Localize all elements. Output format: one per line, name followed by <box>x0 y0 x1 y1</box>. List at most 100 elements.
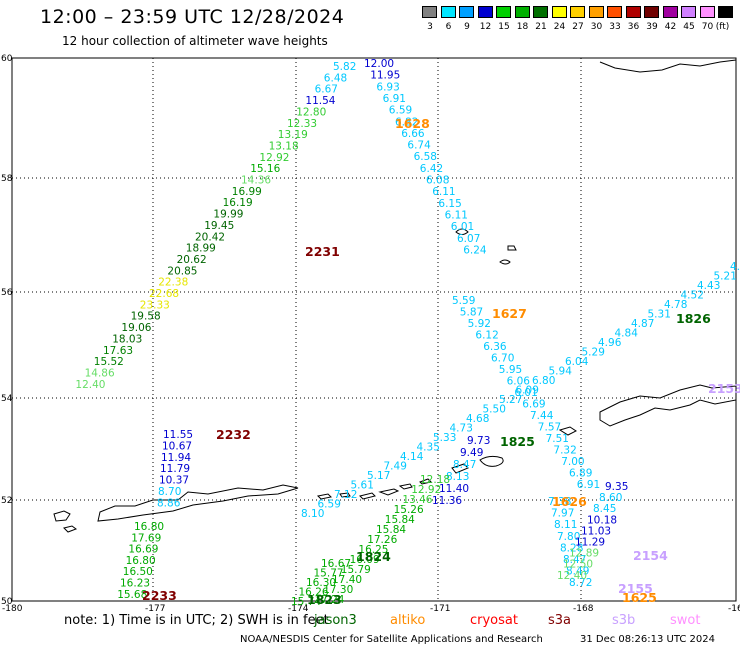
wave-height-label: 5.27 <box>499 394 522 406</box>
wave-height-label: 8.72 <box>569 577 592 589</box>
footer: NOAA/NESDIS Center for Satellite Applica… <box>240 634 715 645</box>
wave-height-label: 8.47 <box>453 459 476 471</box>
pass-time-label: 2232 <box>216 427 251 442</box>
pass-time-label: 1824 <box>356 549 391 564</box>
island-pribilof-3 <box>507 245 517 251</box>
legend-swatch <box>459 6 474 18</box>
wave-height-label: 18.03 <box>112 333 142 345</box>
wave-height-label: 4.52 <box>681 290 704 302</box>
page-subtitle: 12 hour collection of altimeter wave hei… <box>62 34 328 48</box>
wave-height-label: 5.17 <box>367 470 390 482</box>
pass-time-label: 1628 <box>395 116 430 131</box>
wave-height-label: 6.66 <box>401 128 425 140</box>
wave-height-label: 4.84 <box>615 328 639 340</box>
page-title: 12:00 – 23:59 UTC 12/28/2024 <box>40 6 345 28</box>
wave-height-label: 9.73 <box>467 435 490 447</box>
wave-height-label: 12.89 <box>569 548 599 560</box>
wave-height-label: 16.99 <box>232 186 262 198</box>
wave-height-label: 4.68 <box>466 413 489 425</box>
lon-tick-label: -180 <box>2 604 23 614</box>
wave-height-label: 5.92 <box>468 318 491 330</box>
wave-height-label: 19.99 <box>213 209 243 221</box>
axis-labels: -180 -177 -174 -171 -168 -16 60 58 56 54 52 50 <box>1 54 740 614</box>
wave-height-label: 5.61 <box>351 480 374 492</box>
wave-height-label: 11.55 <box>163 429 193 441</box>
wave-height-label: 12.40 <box>75 379 105 391</box>
island-agattu <box>63 525 78 533</box>
wave-height-label: 8.45 <box>593 503 616 515</box>
wave-height-label: 7.49 <box>384 461 407 473</box>
wave-height-label: 11.29 <box>575 537 605 549</box>
wave-height-label: 20.62 <box>177 254 207 266</box>
wave-height-label: 12.80 <box>296 106 326 118</box>
legend-swatch <box>440 6 456 18</box>
lat-tick-label: 54 <box>1 394 13 404</box>
wave-height-label: 9.49 <box>460 447 483 459</box>
wave-height-label: 4.35 <box>417 442 440 454</box>
pass-time-label: 2153 <box>708 381 740 396</box>
legend-label: 30 <box>590 22 603 32</box>
wave-height-label: 9.35 <box>605 481 628 493</box>
legend-label: 12 <box>479 22 492 32</box>
wave-height-label: 6.58 <box>414 151 437 163</box>
mission-label-s3b: s3b <box>612 613 636 628</box>
islands-rat <box>316 492 351 500</box>
wave-height-label: 14.86 <box>85 367 115 379</box>
legend-swatch <box>607 6 622 18</box>
wave-height-label: 6.36 <box>483 341 507 353</box>
wave-height-label: 20.85 <box>167 265 197 277</box>
wave-height-label: 15.52 <box>94 356 124 368</box>
wave-height-label: 16.30 <box>306 577 336 589</box>
wave-height-label: 11.79 <box>160 463 190 475</box>
wave-height-label: 8.86 <box>157 497 181 509</box>
mission-label-altiko: altiko <box>390 613 426 628</box>
wave-height-label: 8.13 <box>446 471 469 483</box>
wave-height-label: 8.60 <box>599 492 622 504</box>
wave-height-label: 17.40 <box>332 574 362 586</box>
legend-swatch <box>644 6 659 18</box>
wave-height-label: 6.67 <box>315 84 338 96</box>
wave-height-label: 6.11 <box>445 210 468 222</box>
mission-label-jason3: jason3 <box>314 613 357 628</box>
coastline-alaska-north <box>599 59 737 73</box>
wave-height-label: 7.44 <box>530 410 554 422</box>
island-pribilof-2 <box>455 228 469 235</box>
wave-height-label: 4.96 <box>598 337 622 349</box>
wave-height-label: 7.51 <box>546 433 569 445</box>
wave-height-label: 22.68 <box>149 288 179 300</box>
wave-height-label: 11.54 <box>305 95 335 107</box>
wave-height-label: 8.10 <box>301 508 324 520</box>
wave-height-label: 19.58 <box>131 311 161 323</box>
lat-tick-label: 50 <box>1 597 13 607</box>
satellite-tracks: 5.826.486.6711.5412.8012.3313.1913.1812.… <box>75 58 740 608</box>
wave-height-label: 13.19 <box>278 129 308 141</box>
wave-height-label: 5.95 <box>499 364 522 376</box>
legend-label: 6 <box>445 22 452 32</box>
wave-height-label: 16.80 <box>134 521 164 533</box>
wave-height-label: 6.42 <box>420 163 443 175</box>
wave-height-label: 16.09 <box>350 554 380 566</box>
wave-height-label: 16.80 <box>126 555 156 567</box>
legend-label: 39 <box>646 22 658 32</box>
wave-height-label: 6.15 <box>438 198 461 210</box>
wave-height-label: 8.70 <box>158 486 181 498</box>
legend-label: 45 <box>683 22 695 32</box>
wave-height-label: 17.26 <box>367 534 397 546</box>
mission-label-swot: swot <box>670 613 701 628</box>
footer-timestamp: 31 Dec 08:26:13 UTC 2024 <box>580 634 715 645</box>
wave-height-label: 6.12 <box>475 330 498 342</box>
wave-height-label: 15.84 <box>376 524 406 536</box>
wave-height-label: 6.70 <box>491 353 514 365</box>
wave-height-label: 5.87 <box>460 307 483 319</box>
legend-swatch <box>718 6 733 18</box>
mission-label-s3a: s3a <box>548 613 572 628</box>
pass-time-label: 1625 <box>622 590 657 605</box>
wave-height-label: 17.24 <box>314 594 344 606</box>
wave-height-label: 15.68 <box>117 589 147 601</box>
wave-height-label: 6.69 <box>522 399 545 411</box>
pass-time-label: 1825 <box>500 434 535 449</box>
wave-height-label: 6.06 <box>507 376 531 388</box>
wave-height-label: 4.14 <box>400 451 424 463</box>
map-grid <box>11 57 737 602</box>
